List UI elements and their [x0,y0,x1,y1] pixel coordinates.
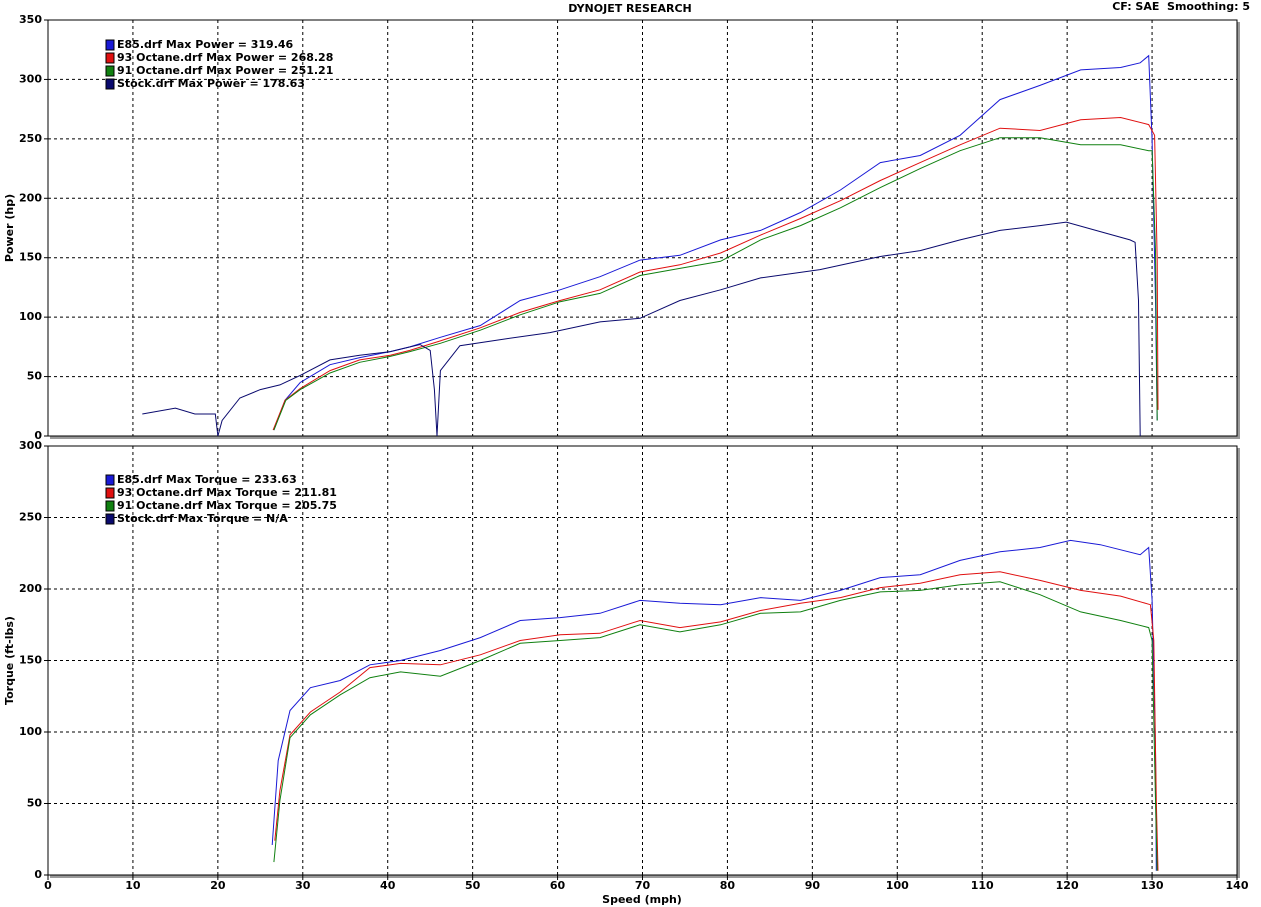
legend-label: E85.drf Max Power = 319.46 [117,38,294,51]
y-axis-label: Torque (ft-lbs) [3,616,16,705]
legend-swatch [105,39,115,51]
y-tick-label: 250 [19,132,42,145]
series-line [273,581,1158,871]
legend-label: 91 Octane.drf Max Power = 251.21 [117,64,333,77]
legend-swatch [105,78,115,90]
legend-label: 93 Octane.drf Max Power = 268.28 [117,51,333,64]
y-tick-label: 300 [19,72,42,85]
chart-subtitle: CF: SAE Smoothing: 5 [1112,0,1250,13]
legend-swatch [105,487,115,499]
x-tick-label: 60 [550,879,566,892]
y-tick-label: 250 [19,511,42,524]
x-tick-label: 90 [805,879,821,892]
x-tick-label: 110 [971,879,994,892]
series-line [272,116,1159,431]
y-tick-label: 50 [27,370,43,383]
series-line [271,539,1157,871]
series-line [142,221,1141,437]
y-tick-label: 150 [19,654,42,667]
series-line [274,571,1159,871]
y-tick-label: 200 [19,191,42,204]
y-tick-label: 50 [27,797,43,810]
legend-swatch [105,500,115,512]
plot-frame [47,19,1238,437]
legend-label: 91 Octane.drf Max Torque = 205.75 [117,499,337,512]
legend-swatch [105,52,115,64]
legend-swatch [105,513,115,525]
y-tick-label: 350 [19,13,42,26]
x-tick-label: 140 [1226,879,1249,892]
chart-title: DYNOJET RESEARCH [568,2,691,15]
x-tick-label: 120 [1056,879,1079,892]
x-tick-label: 80 [720,879,736,892]
y-tick-label: 0 [34,429,42,442]
x-tick-label: 0 [44,879,52,892]
series-line [273,137,1158,431]
y-tick-label: 100 [19,310,42,323]
legend-swatch [105,474,115,486]
x-tick-label: 100 [886,879,909,892]
legend-label: Stock.drf Max Power = 178.63 [117,77,305,90]
y-tick-label: 100 [19,725,42,738]
x-tick-label: 30 [295,879,311,892]
legend-label: Stock.drf Max Torque = N/A [117,512,288,525]
x-tick-label: 20 [210,879,226,892]
x-tick-label: 70 [635,879,651,892]
x-tick-label: 10 [125,879,141,892]
y-tick-label: 200 [19,582,42,595]
y-tick-label: 150 [19,251,42,264]
legend-label: 93 Octane.drf Max Torque = 211.81 [117,486,337,499]
y-tick-label: 0 [34,868,42,881]
legend-swatch [105,65,115,77]
x-tick-label: 50 [465,879,481,892]
legend-label: E85.drf Max Torque = 233.63 [117,473,297,486]
x-axis-label: Speed (mph) [602,893,682,906]
x-tick-label: 40 [380,879,396,892]
y-axis-label: Power (hp) [3,194,16,262]
y-tick-label: 300 [19,439,42,452]
x-tick-label: 130 [1141,879,1164,892]
